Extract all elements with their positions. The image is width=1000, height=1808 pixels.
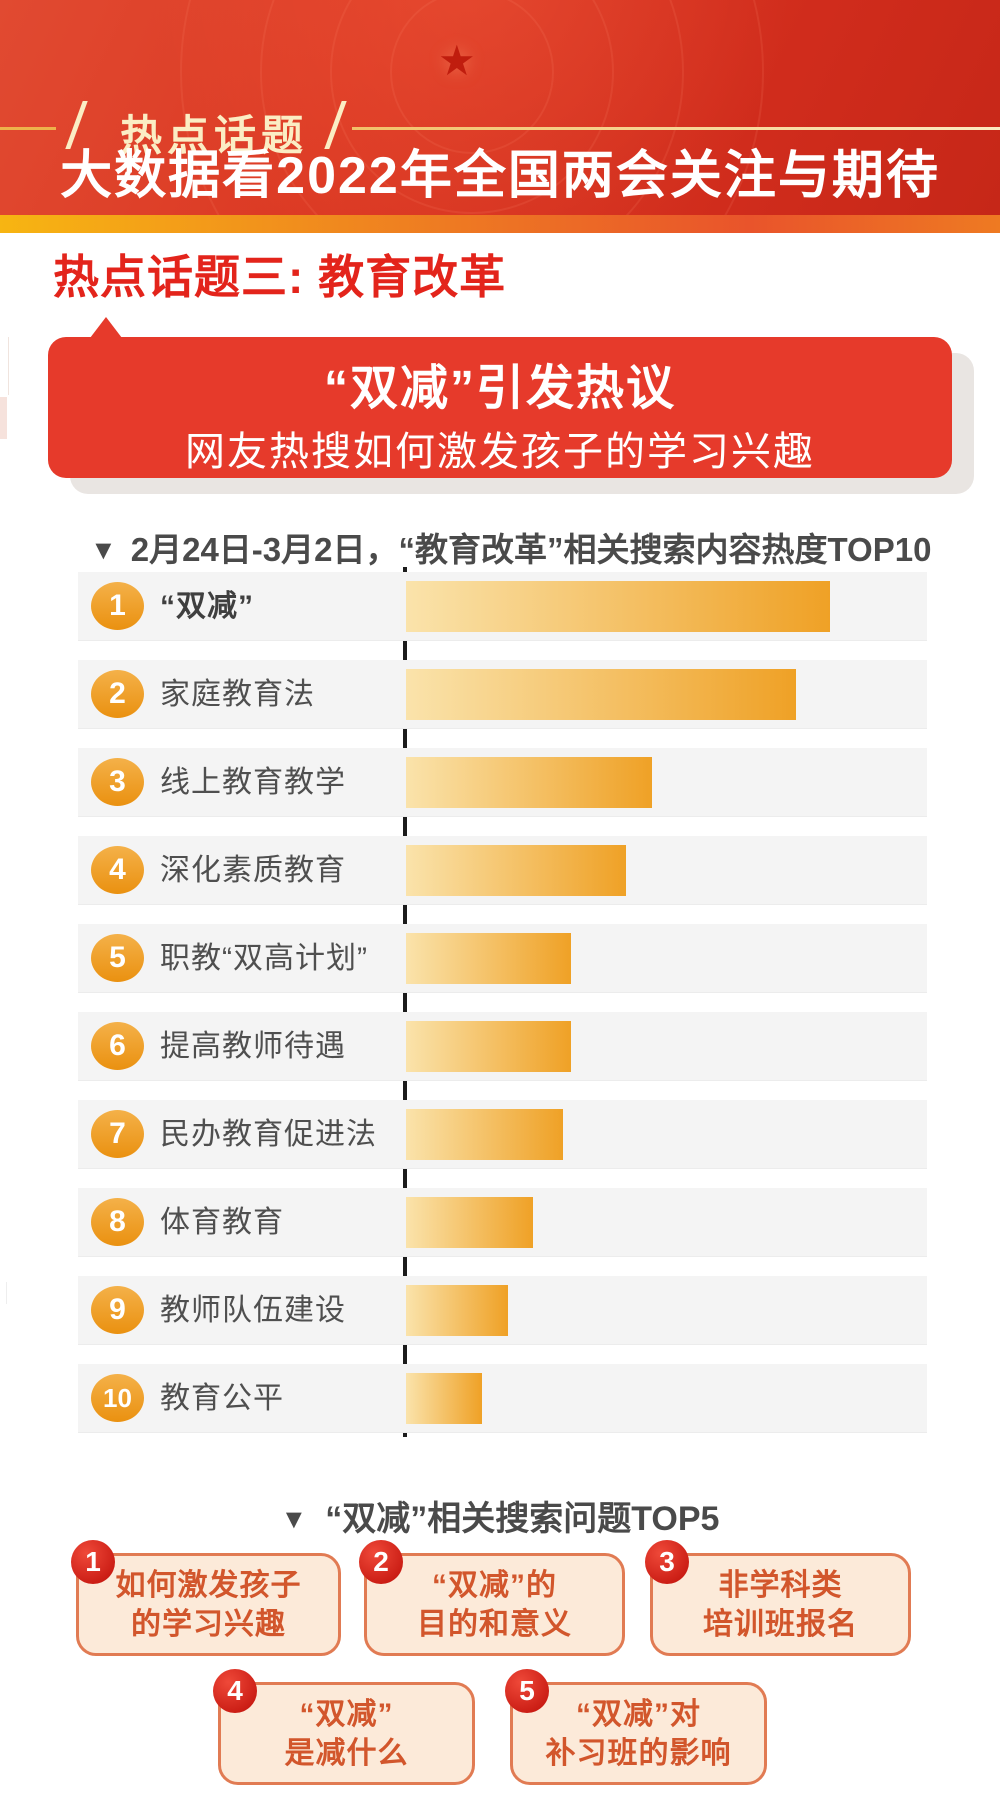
rank-badge: 7	[91, 1110, 144, 1158]
banner-pointer-icon	[90, 317, 122, 338]
down-triangle-icon: ▼	[90, 535, 117, 565]
scroll-artifact	[0, 1282, 7, 1304]
question-rank-badge: 4	[213, 1669, 257, 1713]
badge-rule-right	[352, 127, 1000, 130]
top5-header: ▼ “双减”相关搜索问题TOP5	[0, 1491, 1000, 1540]
bar-label: 职教“双高计划”	[160, 942, 368, 975]
hot-topic-badge: 热点话题	[120, 112, 309, 159]
section-title: 热点话题三: 教育改革	[53, 251, 507, 303]
chart-header-text: 2月24日-3月2日，“教育改革”相关搜索内容热度TOP10	[130, 531, 932, 568]
heat-bar	[406, 1021, 571, 1072]
rank-badge: 6	[91, 1022, 144, 1070]
bar-label: 教育公平	[160, 1382, 284, 1415]
chart-axis-line	[403, 567, 407, 1437]
main-content: 热点话题三: 教育改革 “双减”引发热议 网友热搜如何激发孩子的学习兴趣 ▼ 2月…	[0, 233, 1000, 1808]
heat-bar	[406, 581, 830, 632]
chart-header: ▼ 2月24日-3月2日，“教育改革”相关搜索内容热度TOP10	[90, 523, 931, 571]
question-rank-badge: 1	[71, 1540, 115, 1584]
chart-row: 4 深化素质教育	[78, 836, 927, 905]
banner-subtitle: 网友热搜如何激发孩子的学习兴趣	[185, 430, 815, 474]
highlight-banner: “双减”引发热议 网友热搜如何激发孩子的学习兴趣	[48, 317, 952, 478]
rank-badge: 5	[91, 934, 144, 982]
heat-bar	[406, 845, 626, 896]
page-title: 大数据看2022年全国两会关注与期待	[60, 147, 940, 205]
top5-question-box: 2 “双减”的 目的和意义	[359, 1540, 625, 1656]
rank-badge: 4	[91, 846, 144, 894]
scroll-artifact	[0, 337, 9, 395]
bar-label: “双减”	[160, 590, 254, 623]
question-rank-badge: 2	[359, 1540, 403, 1584]
heat-bar	[406, 1285, 508, 1336]
heat-bar	[406, 1373, 482, 1424]
bar-label: 教师队伍建设	[160, 1294, 346, 1327]
star-icon: ★	[438, 37, 476, 84]
question-text: 非学科类 培训班报名	[703, 1568, 858, 1641]
rank-badge: 8	[91, 1198, 144, 1246]
chart-row: 3 线上教育教学	[78, 748, 927, 817]
rank-badge: 10	[91, 1374, 144, 1422]
bar-label: 体育教育	[160, 1206, 284, 1239]
top5-header-text: “双减”相关搜索问题TOP5	[325, 1500, 720, 1538]
rank-badge: 2	[91, 670, 144, 718]
down-triangle-icon: ▼	[280, 1504, 308, 1534]
question-rank-badge: 3	[645, 1540, 689, 1584]
bar-label: 线上教育教学	[160, 766, 346, 799]
top5-question-box: 5 “双减”对 补习班的影响	[505, 1669, 767, 1785]
top5-question-box: 4 “双减” 是减什么	[213, 1669, 475, 1785]
rank-badge: 3	[91, 758, 144, 806]
chart-row: 9 教师队伍建设	[78, 1276, 927, 1345]
bar-label: 家庭教育法	[160, 678, 315, 711]
question-text: 如何激发孩子 的学习兴趣	[115, 1568, 302, 1641]
scroll-artifact	[0, 397, 7, 439]
heat-bar	[406, 1197, 533, 1248]
question-text: “双减” 是减什么	[284, 1697, 409, 1770]
chart-row: 2 家庭教育法	[78, 660, 927, 729]
rank-badge: 9	[91, 1286, 144, 1334]
accent-strip	[0, 215, 1000, 233]
hero-header: ★ 热点话题 大数据看2022年全国两会关注与期待	[0, 0, 1000, 215]
bar-label: 民办教育促进法	[160, 1118, 377, 1151]
chart-row: 6 提高教师待遇	[78, 1012, 927, 1081]
chart-row: 8 体育教育	[78, 1188, 927, 1257]
top10-bar-chart: 1 “双减” 2 家庭教育法 3 线上教育教学 4 深化素质教育 5 职教“双高计划” 6 提高教师待…	[78, 567, 927, 1442]
chart-row: 7 民办教育促进法	[78, 1100, 927, 1169]
question-text: “双减”对 补习班的影响	[545, 1697, 732, 1770]
question-text: “双减”的 目的和意义	[417, 1568, 572, 1641]
top5-question-box: 3 非学科类 培训班报名	[645, 1540, 911, 1656]
badge-rule-left	[0, 127, 56, 130]
heat-bar	[406, 1109, 563, 1160]
top5-question-box: 1 如何激发孩子 的学习兴趣	[71, 1540, 341, 1656]
chart-row: 10 教育公平	[78, 1364, 927, 1433]
heat-bar	[406, 933, 571, 984]
banner-title: “双减”引发热议	[323, 362, 676, 415]
heat-bar	[406, 757, 652, 808]
heat-bar	[406, 669, 796, 720]
rank-badge: 1	[91, 582, 144, 630]
chart-row: 1 “双减”	[78, 572, 927, 641]
chart-row: 5 职教“双高计划”	[78, 924, 927, 993]
bar-label: 提高教师待遇	[160, 1030, 346, 1063]
bar-label: 深化素质教育	[160, 854, 346, 887]
question-rank-badge: 5	[505, 1669, 549, 1713]
